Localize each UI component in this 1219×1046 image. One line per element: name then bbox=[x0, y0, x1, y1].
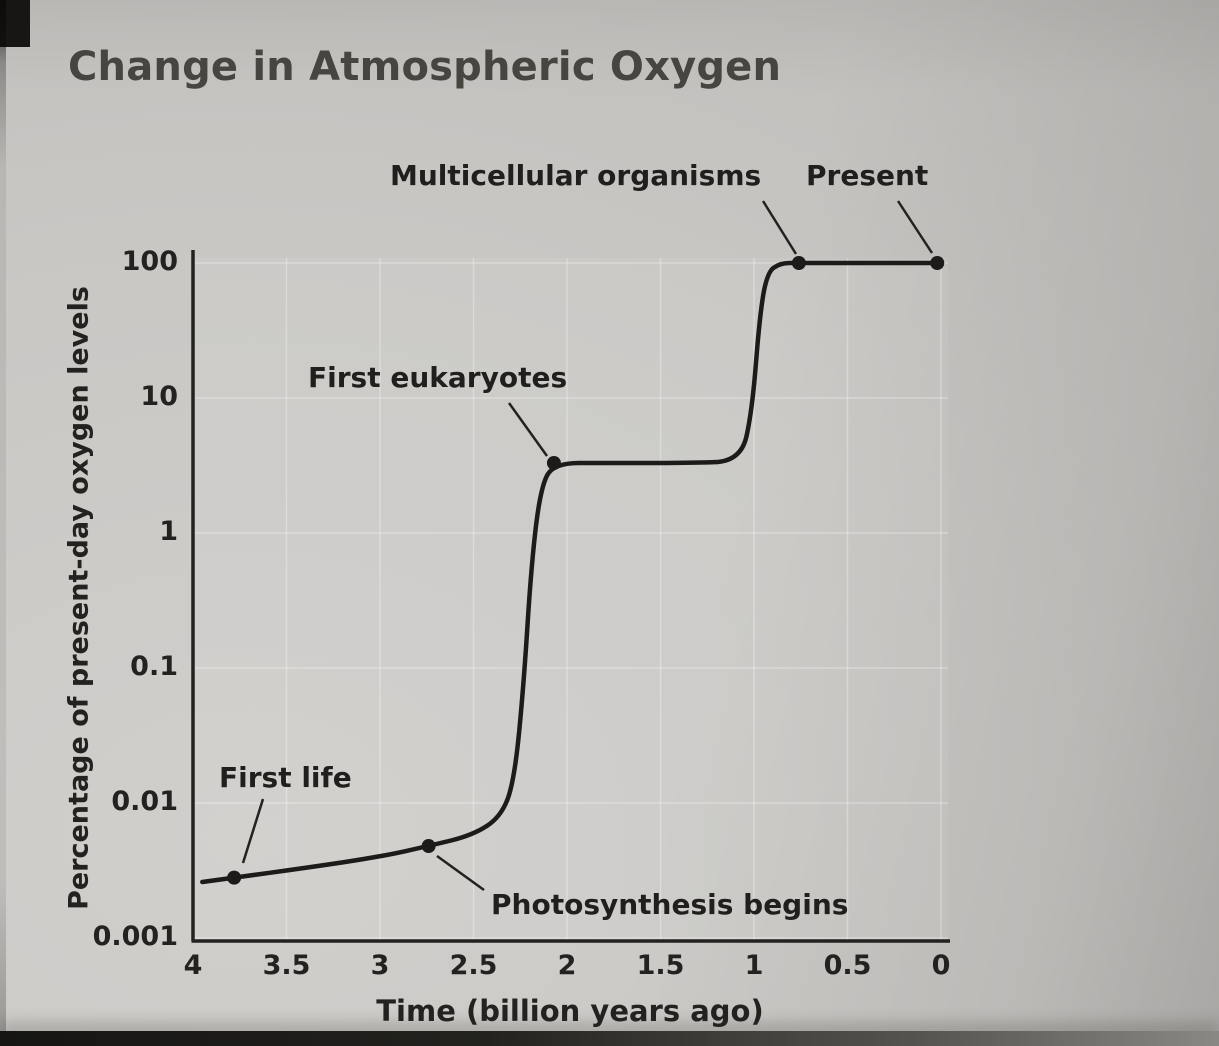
data-point-first-eukaryotes bbox=[546, 456, 561, 471]
annotation-first-life: First life bbox=[219, 761, 352, 794]
annotation-present: Present bbox=[806, 159, 929, 192]
y-tick-label: 1 bbox=[159, 516, 178, 547]
y-tick-label: 10 bbox=[140, 381, 178, 412]
photo-edge-bottom bbox=[0, 1031, 1219, 1046]
x-tick-label: 1.5 bbox=[636, 950, 685, 981]
x-tick-label: 3.5 bbox=[262, 950, 311, 981]
x-tick-label: 2 bbox=[557, 950, 577, 981]
photo-edge-left bbox=[0, 0, 6, 1046]
annotation-pointer-photosynthesis-begins bbox=[436, 854, 485, 892]
y-tick-label: 0.1 bbox=[130, 651, 178, 682]
annotation-photosynthesis-begins: Photosynthesis begins bbox=[491, 888, 849, 921]
annotation-pointer-first-life bbox=[241, 798, 265, 864]
chart-title: Change in Atmospheric Oxygen bbox=[68, 44, 782, 90]
annotation-multicellular-organisms: Multicellular organisms bbox=[390, 159, 762, 192]
y-tick-label: 0.001 bbox=[92, 921, 178, 952]
x-tick-label: 3 bbox=[370, 950, 390, 981]
x-tick-label: 0.5 bbox=[823, 950, 872, 981]
x-tick-label: 4 bbox=[183, 950, 203, 981]
annotation-pointer-present bbox=[896, 200, 934, 254]
oxygen-curve bbox=[200, 260, 940, 885]
plot-area bbox=[193, 258, 948, 941]
data-point-multicellular-organisms bbox=[791, 256, 806, 270]
annotation-pointer-first-eukaryotes bbox=[507, 402, 549, 457]
x-tick-label: 1 bbox=[744, 950, 764, 981]
data-point-first-life bbox=[227, 870, 242, 885]
annotation-first-eukaryotes: First eukaryotes bbox=[308, 361, 568, 394]
x-tick-label: 0 bbox=[931, 950, 951, 981]
data-point-present bbox=[930, 256, 945, 270]
x-tick-label: 2.5 bbox=[449, 950, 498, 981]
x-axis-label: Time (billion years ago) bbox=[376, 994, 764, 1028]
data-point-photosynthesis-begins bbox=[421, 839, 436, 854]
y-tick-label: 0.01 bbox=[111, 786, 178, 817]
annotation-pointer-multicellular-organisms bbox=[761, 200, 798, 255]
y-tick-label: 100 bbox=[121, 246, 178, 277]
